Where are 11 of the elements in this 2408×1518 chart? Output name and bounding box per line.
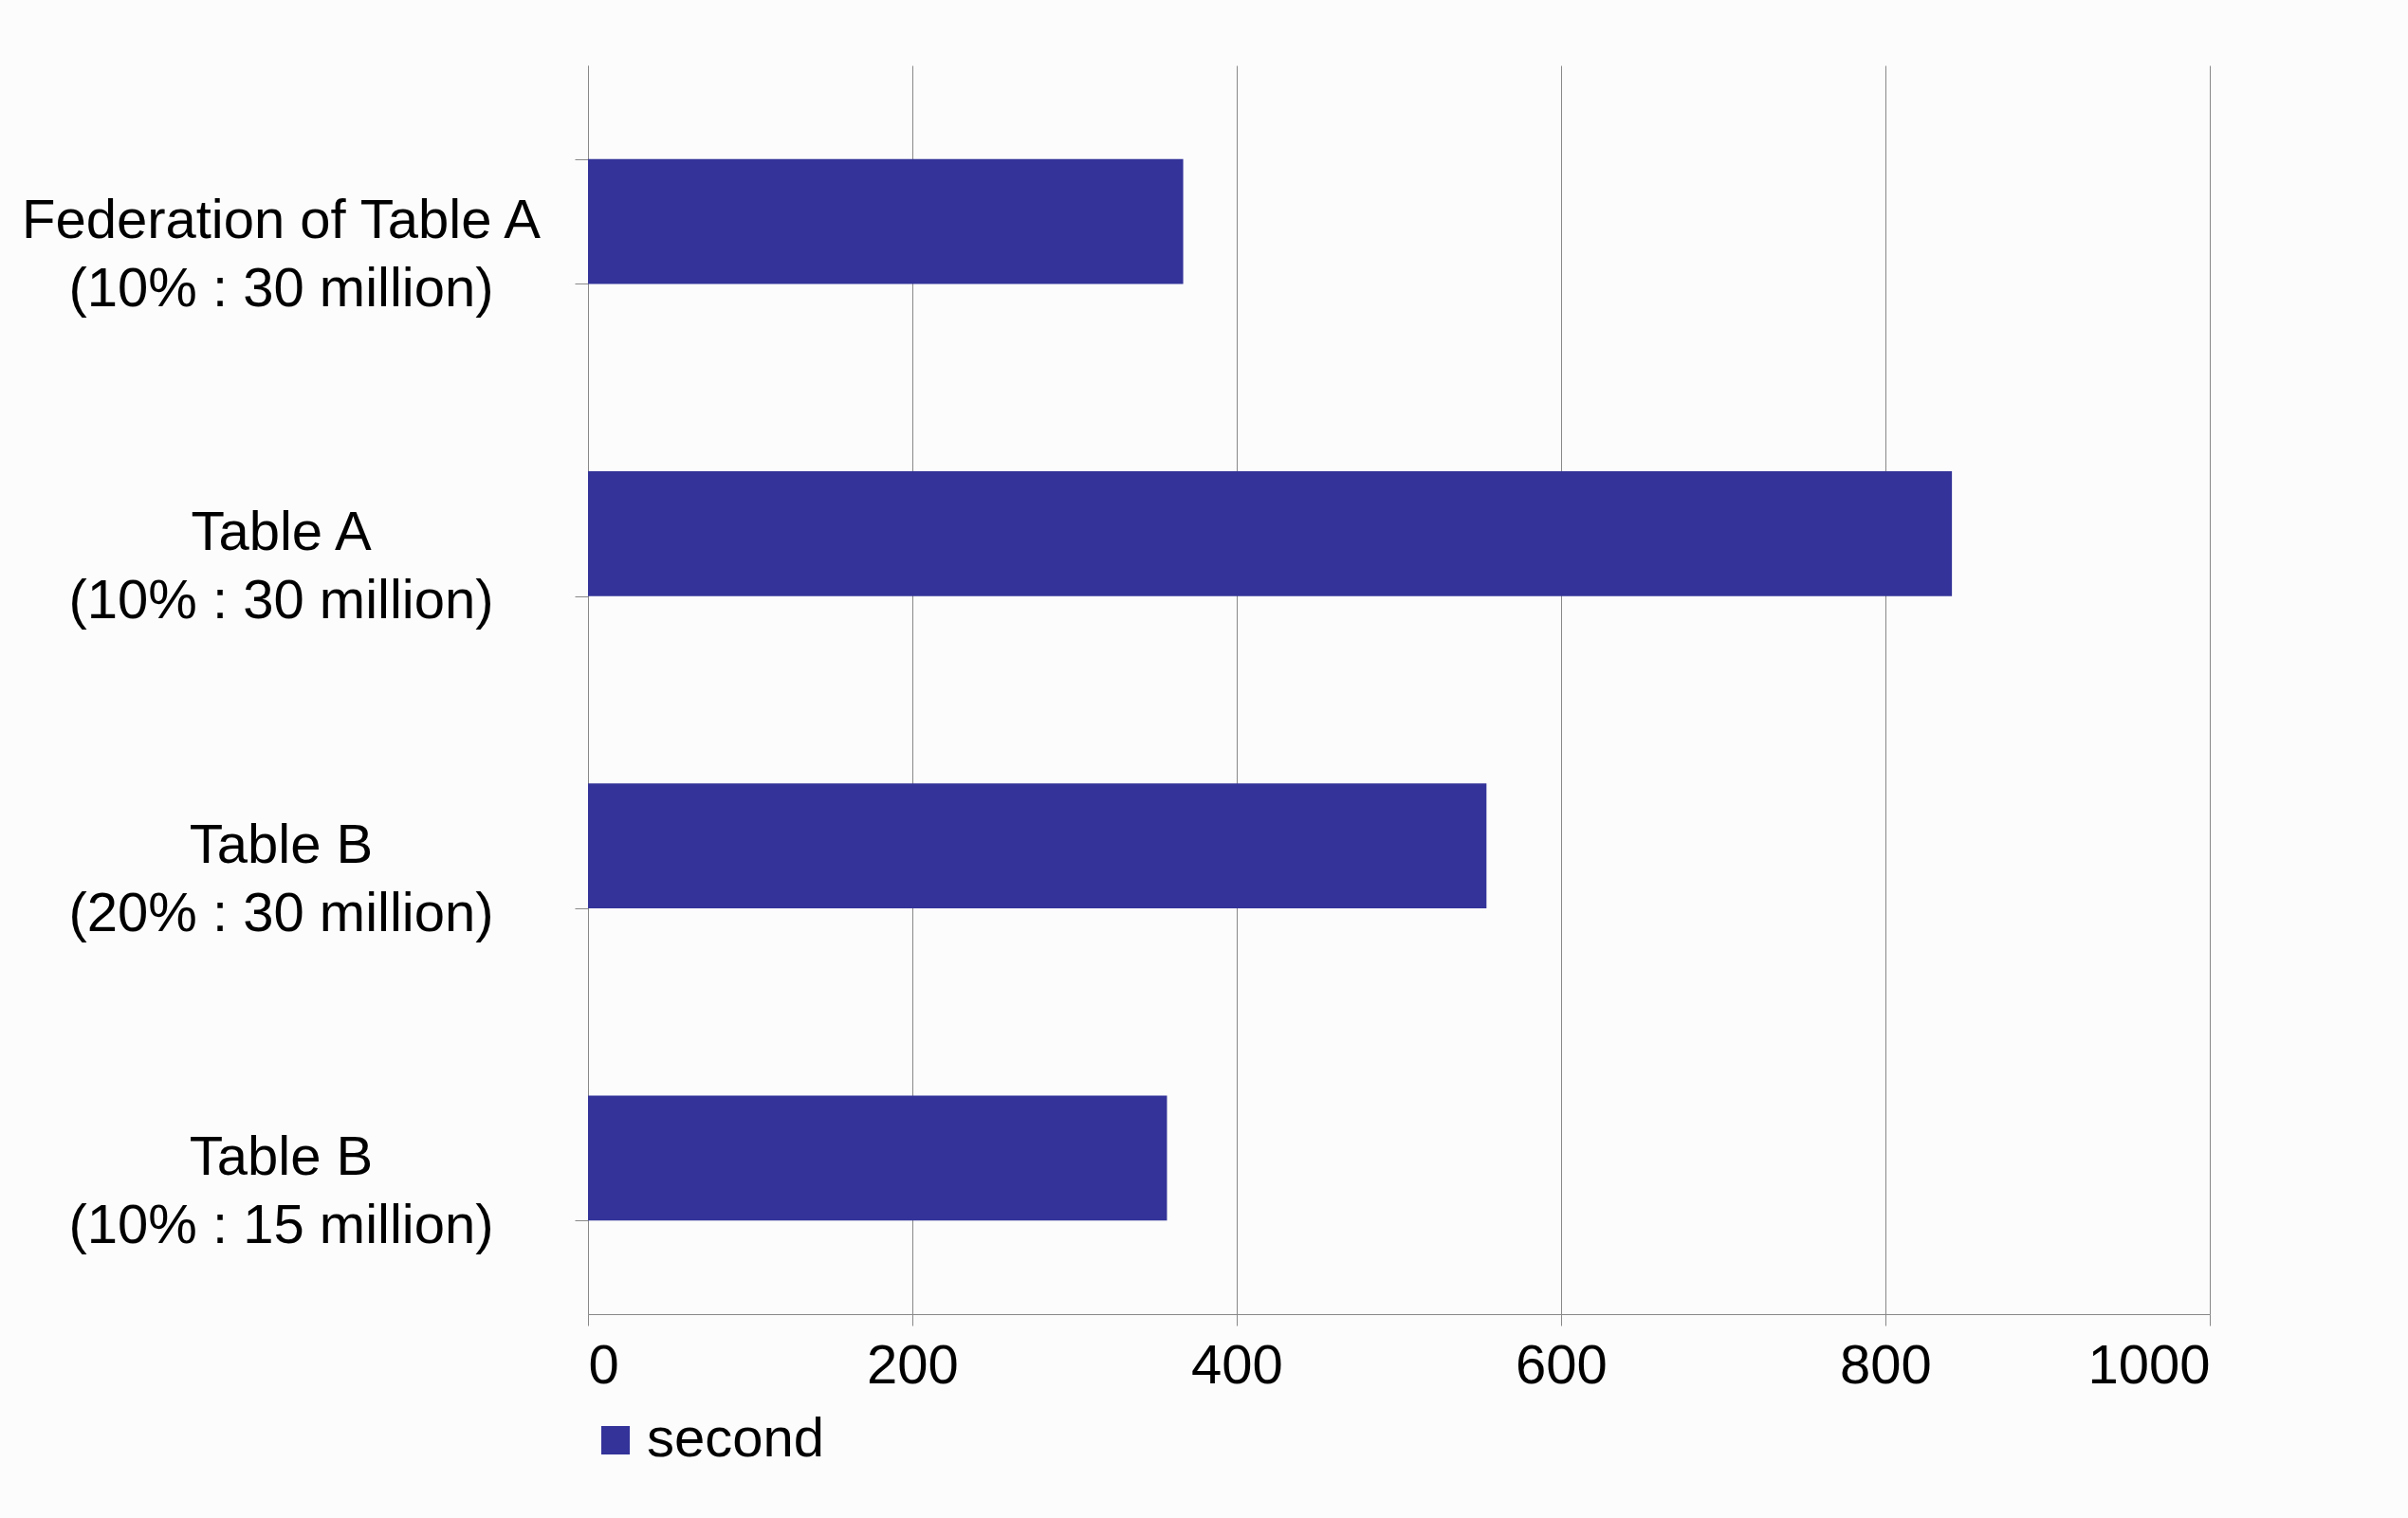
x-tick-label: 200 — [867, 1332, 959, 1395]
x-tick-label: 800 — [1840, 1332, 1932, 1395]
x-tick-label: 1000 — [2087, 1332, 2211, 1395]
x-tick-label: 600 — [1516, 1332, 1608, 1395]
y-tick-label: Table A (10% : 30 million) — [68, 500, 494, 631]
x-tick-label: 400 — [1191, 1332, 1283, 1395]
x-tick-label: 0 — [588, 1332, 619, 1395]
y-tick-label: Federation of Table A (10% : 30 million) — [21, 188, 542, 319]
y-tick-label: Table B (20% : 30 million) — [68, 812, 494, 942]
y-tick-label: Table B (10% : 15 million) — [68, 1124, 494, 1254]
legend-label: second — [647, 1406, 825, 1468]
